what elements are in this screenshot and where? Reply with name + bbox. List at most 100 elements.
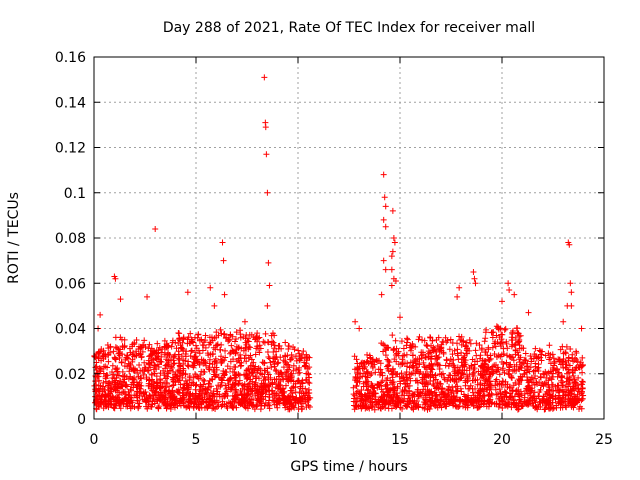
- data-point: [219, 374, 226, 381]
- data-point: [562, 403, 569, 410]
- y-tick-label: 0.02: [55, 367, 86, 383]
- data-point: [375, 381, 382, 388]
- data-point: [114, 345, 121, 352]
- data-point: [470, 366, 477, 373]
- data-point: [382, 352, 389, 359]
- data-point: [510, 401, 517, 408]
- data-point: [390, 346, 397, 353]
- data-point: [380, 392, 387, 399]
- data-point: [474, 376, 481, 383]
- data-point: [210, 404, 217, 411]
- data-point: [435, 361, 442, 368]
- data-point: [481, 338, 488, 345]
- data-point: [140, 372, 147, 379]
- data-point: [513, 361, 520, 368]
- data-point: [155, 354, 162, 361]
- data-point: [301, 354, 308, 361]
- data-point: [248, 356, 255, 363]
- data-point: [497, 325, 504, 332]
- data-point: [180, 361, 187, 368]
- data-point: [409, 352, 416, 359]
- data-point: [476, 387, 483, 394]
- data-point: [257, 406, 264, 413]
- data-point: [505, 280, 512, 287]
- data-point: [352, 318, 359, 325]
- x-axis-label: GPS time / hours: [290, 459, 407, 475]
- data-point: [167, 406, 174, 413]
- data-point: [138, 382, 145, 389]
- data-point: [472, 280, 479, 287]
- data-point: [207, 389, 214, 396]
- data-point: [497, 340, 504, 347]
- data-point: [449, 351, 456, 358]
- data-point: [286, 364, 293, 371]
- data-point: [481, 364, 488, 371]
- data-point: [136, 379, 143, 386]
- data-point: [388, 253, 395, 260]
- data-point: [138, 375, 145, 382]
- data-point: [508, 354, 515, 361]
- data-point: [430, 374, 437, 381]
- data-point: [144, 405, 151, 412]
- data-point: [410, 405, 417, 412]
- data-point: [440, 350, 447, 357]
- data-point: [233, 329, 240, 336]
- data-point: [524, 376, 531, 383]
- data-point: [126, 391, 133, 398]
- data-point: [271, 345, 278, 352]
- data-point: [299, 405, 306, 412]
- data-point: [568, 302, 575, 309]
- data-point: [298, 395, 305, 402]
- data-point: [372, 400, 379, 407]
- data-point: [541, 371, 548, 378]
- data-point: [210, 367, 217, 374]
- data-point: [492, 378, 499, 385]
- data-point: [479, 357, 486, 364]
- data-point: [380, 171, 387, 178]
- data-point: [560, 318, 567, 325]
- data-point: [389, 365, 396, 372]
- data-point: [201, 377, 208, 384]
- data-point: [496, 334, 503, 341]
- data-point: [527, 376, 534, 383]
- data-point: [236, 377, 243, 384]
- data-point: [417, 369, 424, 376]
- data-point: [247, 385, 254, 392]
- data-point: [298, 379, 305, 386]
- data-point: [180, 367, 187, 374]
- data-point: [365, 360, 372, 367]
- data-point: [434, 379, 441, 386]
- data-point: [161, 351, 168, 358]
- data-point: [353, 356, 360, 363]
- data-point: [398, 338, 405, 345]
- data-point: [269, 380, 276, 387]
- data-point: [110, 371, 117, 378]
- data-point: [95, 354, 102, 361]
- data-point: [458, 349, 465, 356]
- data-point: [407, 347, 414, 354]
- data-point: [542, 352, 549, 359]
- data-point: [445, 363, 452, 370]
- data-point: [142, 364, 149, 371]
- data-point: [546, 354, 553, 361]
- data-point: [576, 395, 583, 402]
- data-point: [493, 391, 500, 398]
- data-point: [256, 342, 263, 349]
- data-point: [289, 355, 296, 362]
- data-point: [261, 74, 268, 81]
- data-point: [112, 356, 119, 363]
- data-point: [494, 353, 500, 360]
- data-point: [264, 338, 271, 345]
- data-point: [456, 397, 463, 404]
- data-point: [574, 358, 581, 365]
- data-point: [213, 342, 220, 349]
- data-point: [436, 391, 443, 398]
- data-point: [221, 291, 228, 298]
- data-point: [186, 392, 193, 399]
- data-point: [479, 372, 486, 379]
- data-point: [238, 345, 245, 352]
- data-point: [487, 352, 494, 359]
- data-point: [114, 387, 121, 394]
- data-point: [455, 376, 462, 383]
- data-point: [446, 346, 453, 353]
